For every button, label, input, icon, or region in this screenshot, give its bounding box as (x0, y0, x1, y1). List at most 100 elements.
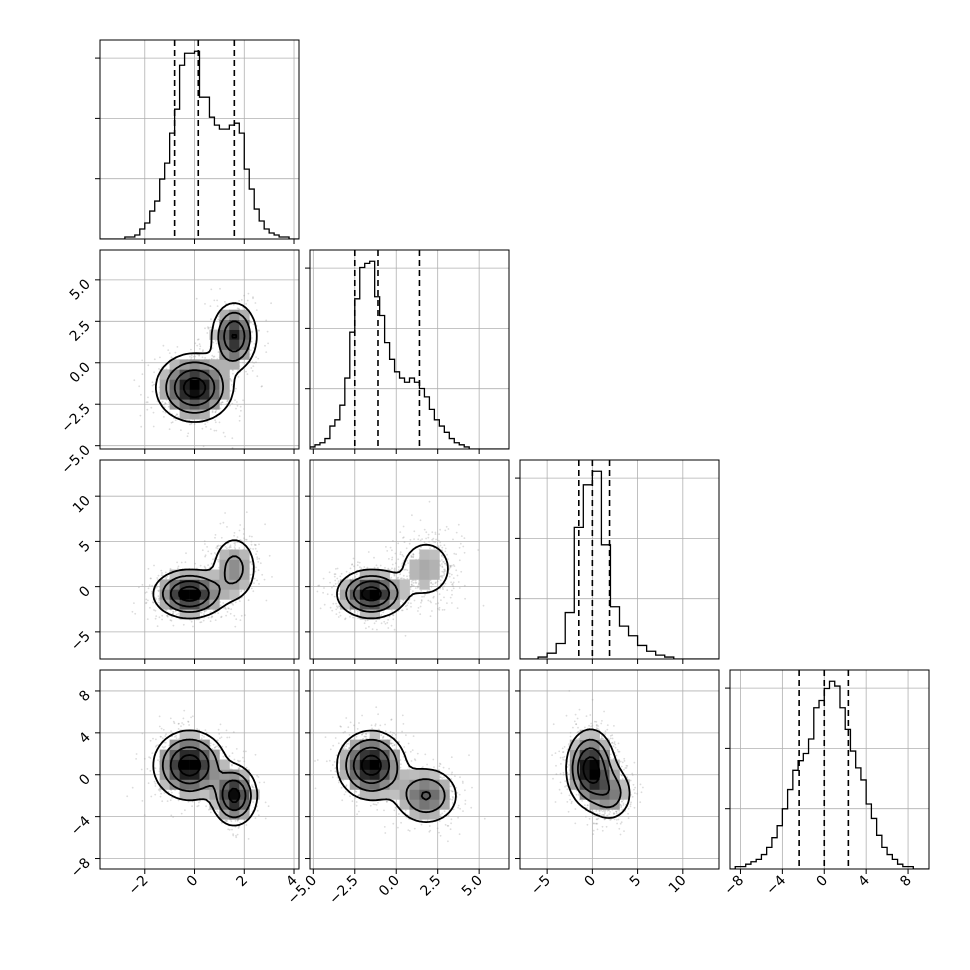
panel-frame (99, 669, 300, 870)
density-cell (339, 759, 351, 770)
density-cell (589, 769, 600, 780)
density-cell (239, 339, 250, 350)
density-cell (429, 799, 440, 810)
density-cell (159, 759, 170, 770)
density-cell (239, 579, 250, 590)
density-cell (409, 569, 420, 580)
density-cell (169, 369, 180, 380)
density-cell (379, 569, 390, 580)
density-cell (369, 729, 380, 740)
density-cell (169, 569, 180, 580)
density-cell (219, 319, 230, 330)
density-cell (179, 739, 190, 750)
density-cell (369, 609, 380, 620)
histogram-panel-0 (95, 39, 300, 244)
density-cell (589, 779, 600, 790)
density-cell (349, 599, 361, 610)
contour-level-1 (152, 539, 255, 620)
density-cell (179, 759, 190, 770)
density-cell (189, 409, 200, 420)
density-cell (239, 559, 250, 570)
histogram-panel-3: −8 −4 0 4 8 (721, 669, 930, 898)
density-cell (169, 589, 180, 600)
density-cell (359, 749, 371, 760)
y-tick-label: 0 (76, 771, 94, 789)
density-cell (379, 769, 390, 780)
density-cell (179, 789, 190, 800)
density-cell (189, 609, 200, 620)
density-cell (219, 349, 230, 360)
density-cell (219, 359, 230, 370)
scatter-panel-0-2: −5 0 5 10 (68, 459, 300, 664)
density-cell (229, 349, 240, 360)
x-tick-label: 4 (855, 872, 873, 890)
density-cell (379, 779, 390, 790)
contour-level-3 (173, 320, 246, 407)
histogram-panel-2 (515, 459, 720, 664)
density-cell (239, 779, 250, 790)
x-tick-label: 2 (233, 873, 251, 891)
x-tick-label: −4 (763, 872, 789, 898)
contour-level-3 (169, 746, 247, 812)
density-cell (369, 759, 380, 770)
density-cell (419, 809, 430, 820)
x-tick-label: 0 (813, 873, 831, 891)
density-cell (209, 569, 220, 580)
density-cell (239, 319, 250, 330)
histogram-steps (730, 680, 929, 869)
density-cell (189, 369, 200, 380)
density-cell (229, 569, 240, 580)
density-cell (579, 729, 590, 740)
density-cell (359, 569, 371, 580)
panel-plot-area (314, 706, 486, 843)
scatter-panel-1-3: −5.0 −2.5 0.0 2.5 5.0 (285, 669, 510, 908)
y-tick-label: 4 (76, 729, 94, 747)
density-cell (369, 599, 380, 610)
density-cell (239, 309, 250, 320)
density-cell (389, 599, 400, 610)
density-cell (409, 809, 420, 820)
scatter-panel-1-2 (305, 459, 510, 664)
density-cell (229, 309, 240, 320)
panel-frame (99, 249, 300, 450)
panel-plot-area (316, 500, 485, 637)
density-cell (209, 789, 220, 800)
density-cell (229, 789, 240, 800)
density-cell (219, 369, 230, 380)
density-cell (589, 759, 600, 770)
density-cell (209, 589, 220, 600)
density-cell (579, 739, 590, 750)
density-cell (429, 549, 440, 560)
density-cell (199, 409, 210, 420)
density-cell (249, 789, 260, 800)
density-cell (189, 749, 200, 760)
density-cell (159, 599, 170, 610)
density-cell (349, 759, 361, 770)
density-cell (339, 749, 351, 760)
density-cell (369, 749, 380, 760)
contour-level-3 (577, 747, 611, 796)
density-cell (349, 749, 361, 760)
density-cell (339, 579, 351, 590)
contour-level-3 (169, 580, 210, 608)
density-cell (189, 789, 200, 800)
density-cell (179, 389, 190, 400)
contour-level-4 (178, 585, 202, 602)
x-tick-label: 8 (897, 873, 915, 891)
density-cell (189, 389, 200, 400)
density-cell (379, 789, 390, 800)
density-cell (379, 759, 390, 770)
histogram-panel-1 (305, 249, 510, 454)
histogram-steps (310, 260, 509, 449)
x-tick-label: −2 (126, 873, 152, 899)
density-cell (219, 549, 230, 560)
density-cell (409, 559, 420, 570)
density-cell (179, 599, 190, 610)
y-tick-label: 5.0 (67, 276, 94, 303)
density-cell (189, 569, 200, 580)
y-tick-label: −4 (68, 813, 94, 839)
y-tick-label: 0 (76, 583, 94, 601)
density-cell (179, 779, 190, 790)
density-cell (419, 799, 430, 810)
